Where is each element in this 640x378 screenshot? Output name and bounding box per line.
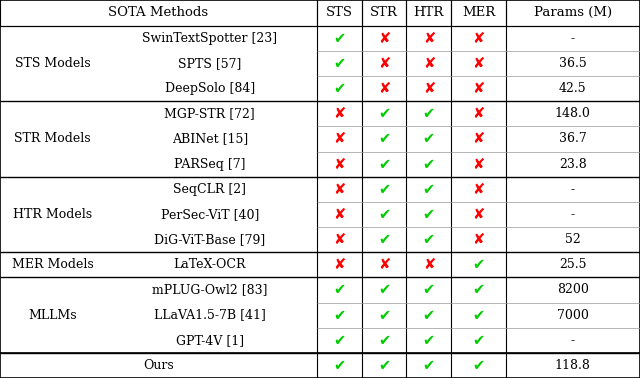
Text: ✔: ✔ — [423, 106, 435, 121]
Text: ✔: ✔ — [472, 282, 484, 297]
Text: ✔: ✔ — [333, 56, 346, 71]
Text: ✔: ✔ — [378, 333, 390, 348]
Text: ✔: ✔ — [378, 106, 390, 121]
Text: ✘: ✘ — [423, 56, 435, 71]
Text: ✔: ✔ — [378, 132, 390, 146]
Text: ✘: ✘ — [472, 106, 484, 121]
Text: ✘: ✘ — [378, 81, 390, 96]
Text: DiG-ViT-Base [79]: DiG-ViT-Base [79] — [154, 233, 266, 246]
Text: ✘: ✘ — [333, 232, 346, 247]
Text: ✔: ✔ — [423, 132, 435, 146]
Text: MLLMs: MLLMs — [28, 308, 77, 322]
Text: -: - — [571, 183, 575, 196]
Text: 25.5: 25.5 — [559, 258, 587, 271]
Text: ✘: ✘ — [472, 232, 484, 247]
Text: HTR: HTR — [413, 6, 444, 19]
Text: DeepSolo [84]: DeepSolo [84] — [164, 82, 255, 95]
Text: -: - — [571, 334, 575, 347]
Text: ✔: ✔ — [378, 308, 390, 322]
Text: ✘: ✘ — [423, 257, 435, 272]
Text: MGP-STR [72]: MGP-STR [72] — [164, 107, 255, 120]
Text: ✘: ✘ — [378, 31, 390, 46]
Text: ✔: ✔ — [378, 232, 390, 247]
Text: 118.8: 118.8 — [555, 359, 591, 372]
Text: ✔: ✔ — [378, 207, 390, 222]
Text: ✘: ✘ — [472, 207, 484, 222]
Text: ✘: ✘ — [378, 257, 390, 272]
Text: PARSeq [7]: PARSeq [7] — [174, 158, 246, 170]
Text: ✔: ✔ — [423, 182, 435, 197]
Text: -: - — [571, 208, 575, 221]
Text: LLaVA1.5-7B [41]: LLaVA1.5-7B [41] — [154, 308, 266, 322]
Text: ✔: ✔ — [423, 207, 435, 222]
Text: ✘: ✘ — [333, 156, 346, 172]
Text: 42.5: 42.5 — [559, 82, 587, 95]
Text: GPT-4V [1]: GPT-4V [1] — [175, 334, 244, 347]
Text: STR: STR — [370, 6, 398, 19]
Text: ABINet [15]: ABINet [15] — [172, 132, 248, 146]
Text: ✔: ✔ — [423, 156, 435, 172]
Text: ✘: ✘ — [472, 31, 484, 46]
Text: ✘: ✘ — [333, 207, 346, 222]
Text: ✘: ✘ — [333, 132, 346, 146]
Text: ✔: ✔ — [472, 333, 484, 348]
Text: ✔: ✔ — [378, 282, 390, 297]
Text: ✔: ✔ — [378, 156, 390, 172]
Text: ✔: ✔ — [333, 31, 346, 46]
Text: 52: 52 — [565, 233, 580, 246]
Text: LaTeX-OCR: LaTeX-OCR — [173, 258, 246, 271]
Text: ✘: ✘ — [333, 257, 346, 272]
Text: ✘: ✘ — [472, 132, 484, 146]
Text: SPTS [57]: SPTS [57] — [178, 57, 241, 70]
Text: ✔: ✔ — [333, 282, 346, 297]
Text: ✔: ✔ — [423, 358, 435, 373]
Text: ✘: ✘ — [472, 156, 484, 172]
Text: ✔: ✔ — [378, 182, 390, 197]
Text: ✘: ✘ — [333, 182, 346, 197]
Text: 148.0: 148.0 — [555, 107, 591, 120]
Text: MER: MER — [462, 6, 495, 19]
Text: Params (M): Params (M) — [534, 6, 612, 19]
Text: ✔: ✔ — [333, 81, 346, 96]
Text: STS: STS — [326, 6, 353, 19]
Text: PerSec-ViT [40]: PerSec-ViT [40] — [161, 208, 259, 221]
Text: HTR Models: HTR Models — [13, 208, 92, 221]
Text: -: - — [571, 32, 575, 45]
Text: 23.8: 23.8 — [559, 158, 587, 170]
Text: Ours: Ours — [143, 359, 174, 372]
Text: ✔: ✔ — [333, 308, 346, 322]
Text: ✔: ✔ — [333, 358, 346, 373]
Text: 7000: 7000 — [557, 308, 589, 322]
Text: SwinTextSpotter [23]: SwinTextSpotter [23] — [142, 32, 277, 45]
Text: ✘: ✘ — [333, 106, 346, 121]
Text: mPLUG-Owl2 [83]: mPLUG-Owl2 [83] — [152, 284, 268, 296]
Text: ✘: ✘ — [472, 182, 484, 197]
Text: STR Models: STR Models — [14, 132, 91, 146]
Text: ✘: ✘ — [472, 81, 484, 96]
Text: 8200: 8200 — [557, 284, 589, 296]
Text: ✔: ✔ — [423, 232, 435, 247]
Text: ✔: ✔ — [423, 333, 435, 348]
Text: ✔: ✔ — [423, 282, 435, 297]
Text: ✔: ✔ — [472, 257, 484, 272]
Text: ✘: ✘ — [423, 31, 435, 46]
Text: STS Models: STS Models — [15, 57, 90, 70]
Text: ✔: ✔ — [378, 358, 390, 373]
Text: ✘: ✘ — [472, 56, 484, 71]
Text: 36.7: 36.7 — [559, 132, 587, 146]
Text: ✔: ✔ — [423, 308, 435, 322]
Text: 36.5: 36.5 — [559, 57, 587, 70]
Text: ✔: ✔ — [472, 308, 484, 322]
Text: SeqCLR [2]: SeqCLR [2] — [173, 183, 246, 196]
Text: ✘: ✘ — [423, 81, 435, 96]
Text: MER Models: MER Models — [12, 258, 93, 271]
Text: ✔: ✔ — [333, 333, 346, 348]
Text: ✘: ✘ — [378, 56, 390, 71]
Text: ✔: ✔ — [472, 358, 484, 373]
Text: SOTA Methods: SOTA Methods — [109, 6, 209, 19]
